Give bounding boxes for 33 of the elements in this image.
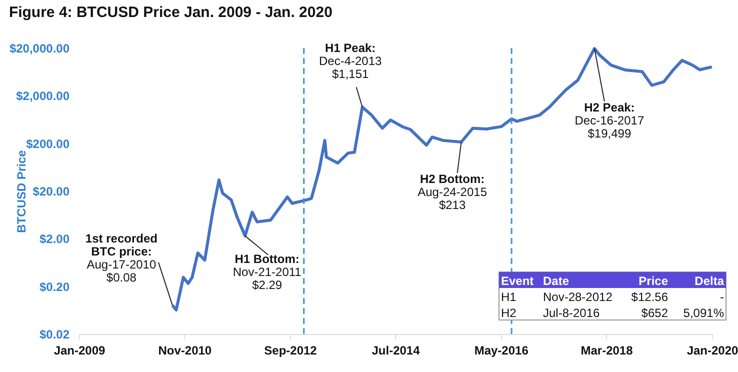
annotation: Event (501, 274, 534, 288)
annotation: Date (543, 274, 570, 288)
annotation: Price (638, 274, 668, 288)
y-tick-label: $0.02 (39, 328, 70, 342)
annotation: H1 Peak: Dec-4-2013 $1,151 (318, 41, 382, 82)
y-tick-label: $2.00 (39, 232, 70, 246)
annotation: 5,091% (683, 306, 724, 320)
x-tick-label: Nov-2010 (158, 344, 212, 358)
annotation: H1 (501, 290, 517, 304)
y-tick-label: $20.00 (32, 184, 70, 198)
annotation: Nov-28-2012 (543, 290, 613, 304)
x-tick-label: Jan-2009 (54, 344, 106, 358)
text: - (720, 290, 724, 304)
annotation: $652 (641, 306, 668, 320)
annotation: Jul-8-2016 (543, 306, 600, 320)
annotation: H2 Bottom: Aug-24-2015 $213 (418, 172, 488, 212)
annotation: H2 (501, 306, 517, 320)
y-tick-label: $200.00 (26, 136, 70, 151)
x-tick-label: Mar-2018 (580, 344, 634, 358)
x-tick-label: Jul-2014 (372, 344, 420, 358)
annotation: H1 Bottom: Nov-21-2011 $2.29 (232, 252, 302, 292)
y-axis-title: BTCUSD Price (14, 150, 28, 233)
y-tick-label: $2,000.00 (16, 89, 70, 104)
annotation: H2 Peak: Dec-16-2017 $19,499 (574, 100, 644, 141)
y-tick-label: $20,000.00 (9, 42, 70, 56)
annotation: 1st recorded BTC price: Aug-17-2010 $0.08 (85, 231, 158, 284)
annotation: $12.56 (631, 290, 668, 304)
x-tick-label: Sep-2012 (264, 344, 318, 358)
chart-title: Figure 4: BTCUSD Price Jan. 2009 - Jan. 2020 (8, 4, 332, 21)
x-tick-label: May-2016 (474, 344, 529, 358)
y-tick-label: $0.20 (39, 280, 70, 294)
annotation: Delta (694, 274, 724, 288)
x-tick-label: Jan-2020 (686, 344, 738, 358)
